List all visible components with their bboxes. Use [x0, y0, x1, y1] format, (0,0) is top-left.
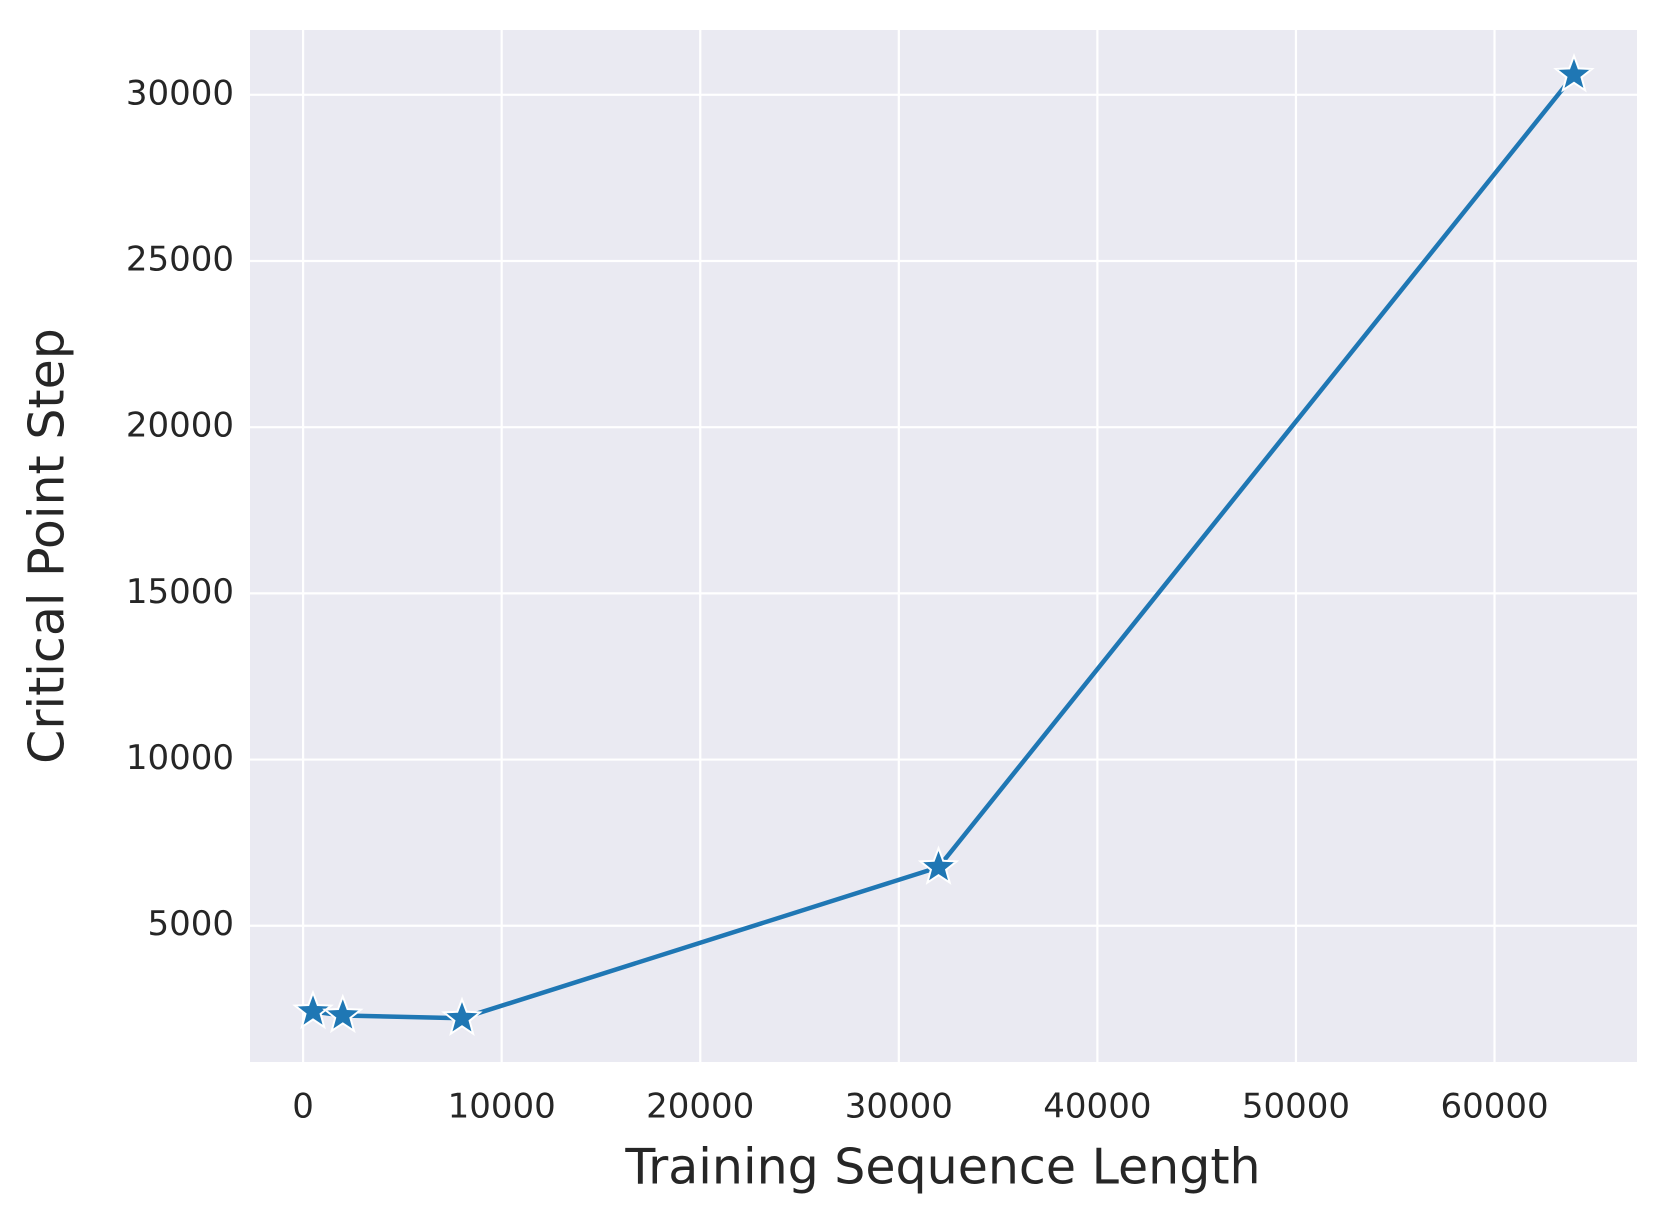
x-tick-label: 60000 [1440, 1087, 1548, 1127]
y-tick-label: 5000 [147, 904, 234, 944]
data-point [1553, 53, 1595, 93]
data-point [917, 845, 960, 885]
x-tick-label: 20000 [646, 1087, 754, 1127]
y-tick-label: 25000 [126, 239, 234, 279]
plot-area [250, 30, 1637, 1062]
data-point [292, 989, 334, 1030]
y-tick-label: 15000 [126, 572, 234, 612]
y-tick-label: 20000 [126, 406, 234, 446]
x-tick-label: 10000 [448, 1087, 556, 1127]
data-point [441, 996, 483, 1037]
x-tick-label: 50000 [1242, 1087, 1350, 1127]
x-tick-label: 30000 [845, 1087, 953, 1127]
x-axis-label: Training Sequence Length [624, 1139, 1260, 1196]
y-axis-label: Critical Point Step [19, 328, 76, 764]
data-point [322, 993, 364, 1034]
x-tick-label: 40000 [1043, 1087, 1151, 1127]
y-tick-label: 30000 [126, 73, 234, 113]
y-tick-label: 10000 [126, 738, 234, 778]
x-tick-label: 0 [292, 1087, 314, 1127]
